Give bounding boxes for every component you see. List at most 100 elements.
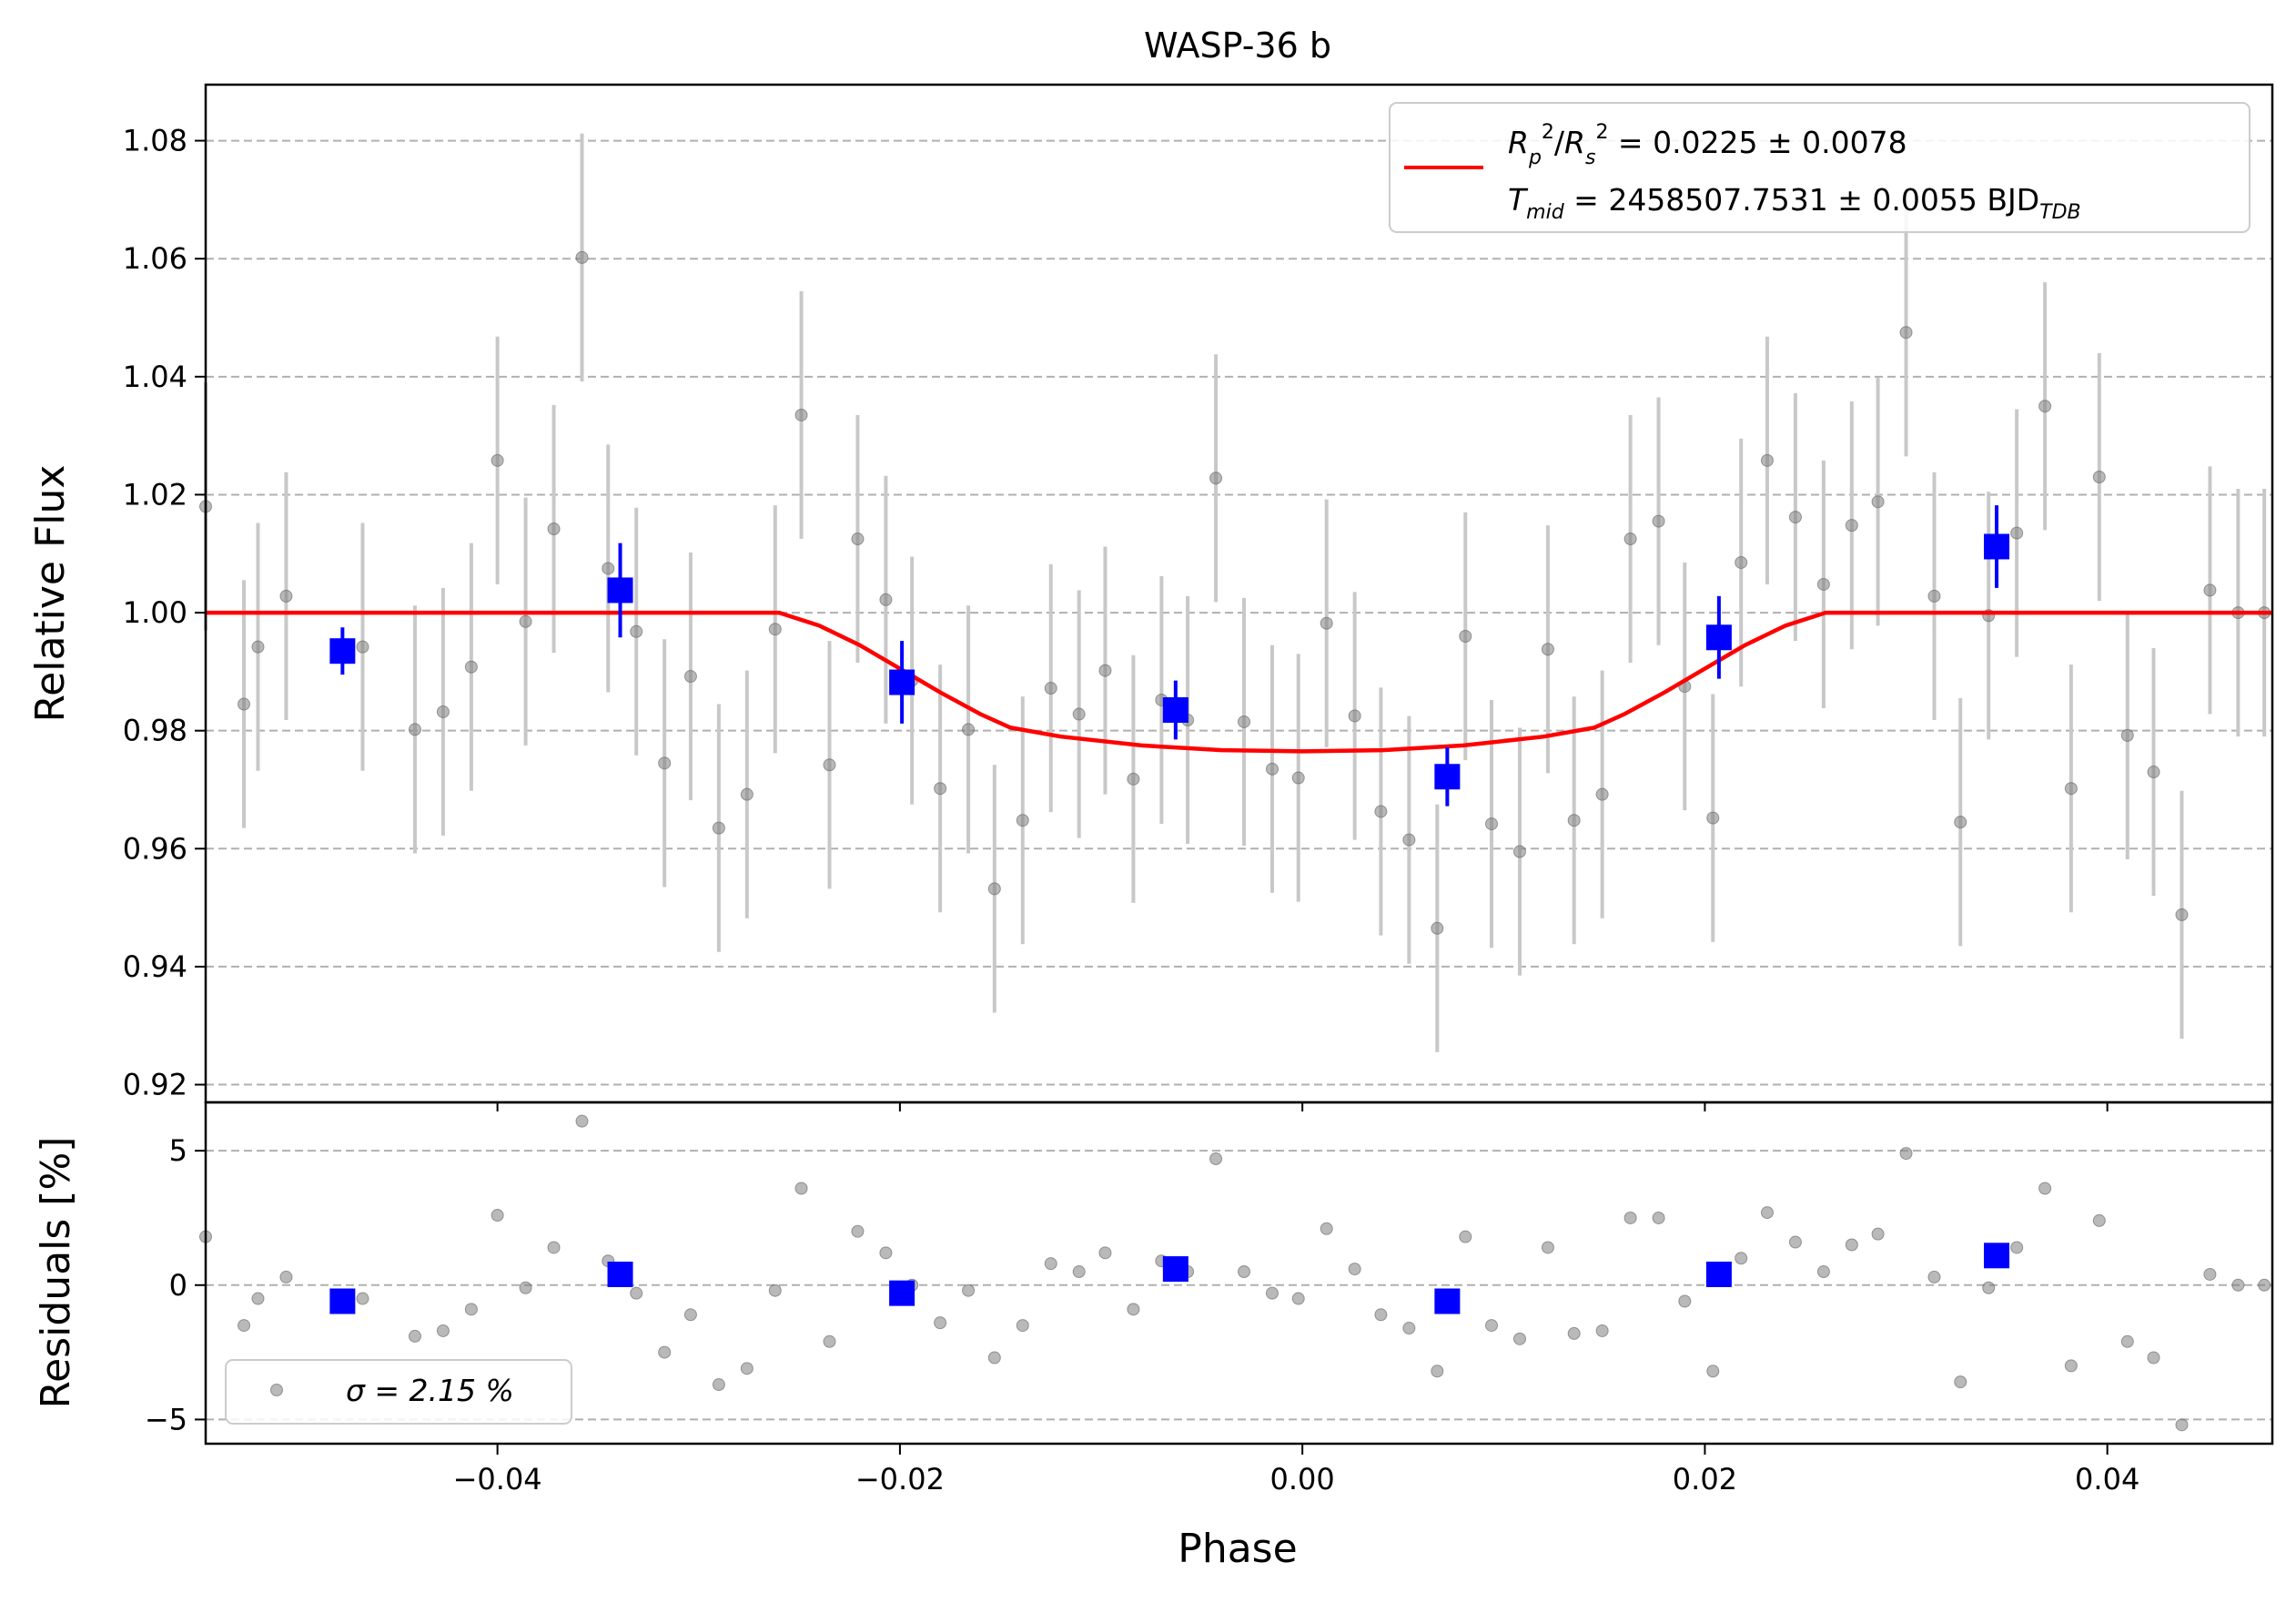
raw-flux-point [1431, 921, 1444, 935]
model-legend: Rp2/Rs2 = 0.0225 ± 0.0078 Tmid = 2458507… [1389, 102, 2250, 233]
raw-residual-point [1238, 1265, 1251, 1279]
flux-data-layer [199, 133, 2272, 1052]
raw-flux-point [1209, 472, 1223, 485]
raw-residual-point [2258, 1278, 2271, 1292]
binned-residual-point [329, 1288, 356, 1314]
flux-y-tick-label: 1.06 [123, 241, 187, 276]
flux-y-tick-label: 0.98 [123, 714, 187, 748]
raw-flux-point [1265, 762, 1279, 776]
raw-residual-point [1209, 1152, 1223, 1166]
raw-residual-point [1678, 1294, 1692, 1308]
legend-rp-rs-value: = 0.0225 ± 0.0078 [1608, 125, 1907, 160]
phase-x-tick-label: 0.04 [2075, 1462, 2139, 1496]
raw-flux-point [712, 821, 725, 835]
raw-flux-point [2175, 908, 2189, 921]
raw-flux-point [630, 624, 643, 638]
binned-flux-point [1984, 533, 2010, 560]
raw-flux-point [1788, 511, 1802, 524]
raw-flux-point [279, 589, 293, 603]
raw-residual-point [1899, 1147, 1913, 1161]
raw-flux-point [1899, 326, 1913, 340]
raw-residual-point [1788, 1235, 1802, 1249]
raw-residual-point [436, 1324, 450, 1337]
raw-flux-point [683, 670, 697, 684]
raw-flux-point [547, 522, 561, 536]
residuals-y-tick-label: 5 [169, 1133, 187, 1168]
raw-flux-point [491, 453, 504, 467]
raw-residual-point [2010, 1241, 2024, 1254]
raw-flux-point [1927, 589, 1941, 603]
raw-residual-point [2203, 1267, 2217, 1281]
binned-flux-point [329, 638, 356, 665]
raw-flux-point [1706, 811, 1720, 825]
raw-residual-point [408, 1329, 421, 1343]
binned-flux-point [607, 577, 633, 604]
raw-flux-point [1652, 514, 1665, 528]
raw-residual-point [1044, 1257, 1057, 1271]
raw-flux-point [1044, 682, 1057, 695]
raw-residual-point [251, 1292, 265, 1305]
raw-residual-point [1541, 1241, 1554, 1254]
raw-flux-point [1871, 495, 1885, 509]
raw-residual-point [1348, 1263, 1361, 1276]
raw-flux-point [1348, 709, 1361, 723]
raw-flux-point [740, 787, 754, 801]
raw-residual-point [1623, 1211, 1637, 1224]
raw-residual-point [1845, 1238, 1858, 1252]
raw-residual-point [1512, 1332, 1526, 1345]
raw-flux-point [1320, 616, 1333, 630]
raw-residual-point [823, 1334, 836, 1348]
raw-residual-point [1485, 1319, 1499, 1333]
flux-y-tick-label: 0.94 [123, 949, 187, 984]
phase-x-tick-label: −0.04 [453, 1462, 542, 1496]
raw-residual-point [1982, 1281, 1996, 1294]
chart-title: WASP-36 b [1144, 25, 1331, 66]
raw-flux-point [879, 593, 893, 606]
raw-residual-point [851, 1224, 865, 1238]
raw-residual-point [712, 1378, 725, 1392]
raw-flux-point [1291, 771, 1305, 785]
residuals-legend-box [225, 1359, 572, 1425]
binned-residual-point [1984, 1243, 2010, 1269]
binned-flux-point [1162, 697, 1188, 724]
raw-residual-point [1402, 1322, 1416, 1335]
residuals-legend: σ = 2.15 % [225, 1359, 572, 1425]
model-legend-box [1389, 102, 2250, 233]
raw-flux-point [962, 723, 976, 736]
raw-flux-point [2203, 583, 2217, 597]
raw-residual-point [356, 1292, 369, 1305]
raw-residual-point [2147, 1351, 2160, 1365]
raw-flux-point [2147, 766, 2160, 779]
raw-flux-point [1238, 715, 1251, 728]
raw-flux-point [2064, 782, 2078, 796]
residuals-y-tick-label: −5 [145, 1402, 187, 1436]
raw-residual-point [962, 1283, 976, 1297]
raw-flux-point [1735, 555, 1748, 569]
raw-flux-point [1098, 664, 1112, 677]
raw-residual-point [987, 1351, 1001, 1365]
residuals-panel-frame [204, 1101, 2274, 1446]
flux-y-tick-label: 1.02 [123, 477, 187, 512]
legend-rp-rs-text: Rp2/Rs2 = 0.0225 ± 0.0078 [1508, 121, 1907, 169]
raw-residual-point [683, 1308, 697, 1322]
raw-flux-point [1845, 519, 1858, 533]
raw-flux-point [1623, 533, 1637, 546]
raw-flux-point [519, 614, 532, 628]
raw-flux-point [794, 408, 808, 421]
raw-residual-point [2231, 1278, 2245, 1292]
raw-residual-point [1567, 1326, 1581, 1340]
raw-residual-point [1098, 1246, 1112, 1260]
residuals-y-axis-label: Residuals [%] [33, 1137, 79, 1409]
raw-residual-point [1127, 1303, 1140, 1316]
raw-residual-point [1265, 1286, 1279, 1300]
raw-flux-point [1760, 453, 1774, 467]
binned-residual-point [889, 1280, 915, 1306]
raw-flux-point [987, 882, 1001, 896]
raw-flux-point [1402, 833, 1416, 847]
raw-residual-point [575, 1114, 589, 1128]
raw-flux-point [356, 640, 369, 654]
raw-flux-point [238, 697, 251, 711]
raw-flux-point [934, 782, 947, 796]
raw-residual-point [2064, 1359, 2078, 1373]
residuals-legend-marker [270, 1384, 283, 1396]
